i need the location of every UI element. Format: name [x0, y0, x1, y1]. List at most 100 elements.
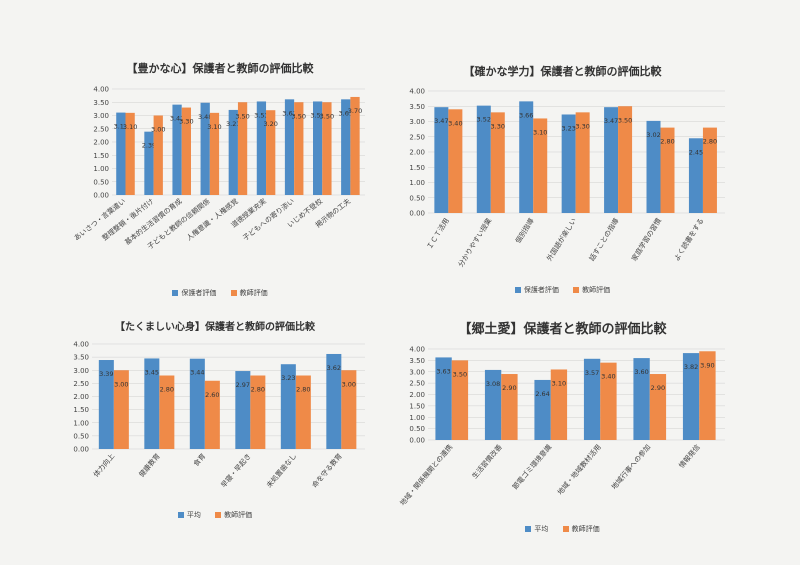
- legend-label: 教師評価: [582, 286, 611, 294]
- value-label: 3.66: [519, 111, 533, 119]
- legend-item-average: 平均: [177, 510, 201, 520]
- category-label: 地域行事への参加: [609, 443, 652, 492]
- value-label: 3.52: [477, 116, 491, 124]
- value-label: 3.10: [552, 379, 566, 387]
- bar-parent: [200, 102, 210, 195]
- y-tick-label: 0.50: [409, 425, 425, 433]
- bar-chart-kyodoai: 0.00 0.50 1.00 1.50 2.00 2.50 3.00 3.50 4.00 3.63…: [398, 346, 725, 508]
- bar-parent: [172, 104, 182, 195]
- value-label: 3.50: [292, 112, 306, 120]
- bar-teacher: [159, 375, 175, 449]
- legend-item-parent: 保護者評価: [514, 285, 559, 295]
- value-label: 3.23: [281, 374, 295, 382]
- value-label: 3.61: [282, 109, 296, 117]
- bar-teacher: [451, 360, 469, 440]
- legend-label: 平均: [186, 511, 201, 519]
- value-label: 3.47: [604, 117, 618, 125]
- chart-legend: 平均 教師評価: [60, 510, 370, 520]
- bar-teacher: [322, 102, 332, 195]
- value-label: 3.50: [618, 116, 632, 124]
- value-label: 3.21: [226, 120, 240, 128]
- y-tick-label: 2.50: [93, 125, 109, 133]
- legend-label: 教師評価: [239, 289, 268, 297]
- bar-chart-takumashii-shinshin: 0.00 0.50 1.00 1.50 2.00 2.50 3.00 3.50 4.00 3.39…: [73, 341, 365, 489]
- legend-item-teacher: 教師評価: [562, 524, 600, 534]
- y-tick-label: 1.00: [73, 419, 89, 427]
- value-label: 3.47: [434, 117, 448, 125]
- y-tick-label: 3.50: [73, 354, 89, 362]
- value-label: 3.11: [114, 123, 128, 131]
- y-tick-label: 2.00: [409, 149, 425, 157]
- bar-teacher: [649, 374, 667, 440]
- category-label: 個別指導: [513, 216, 535, 245]
- value-label: 3.23: [561, 124, 575, 132]
- y-tick-label: 3.50: [409, 103, 425, 111]
- value-label: 3.08: [486, 380, 500, 388]
- value-label: 3.50: [235, 112, 249, 120]
- bar-parent: [534, 379, 551, 440]
- y-tick-label: 3.50: [409, 357, 425, 365]
- value-label: 2.80: [296, 386, 310, 394]
- bar-parent: [583, 358, 601, 440]
- value-label: 3.70: [348, 107, 362, 115]
- bar-teacher: [209, 112, 220, 195]
- y-tick-label: 2.00: [409, 391, 425, 399]
- chart-legend: 保護者評価 教師評価: [395, 285, 730, 295]
- y-tick-label: 0.00: [93, 192, 109, 200]
- value-label: 3.10: [207, 123, 221, 131]
- bar-teacher: [575, 112, 590, 213]
- value-label: 3.90: [700, 361, 714, 369]
- y-tick-label: 2.00: [73, 393, 89, 401]
- bar-teacher: [702, 127, 717, 213]
- value-label: 3.50: [453, 370, 467, 378]
- y-tick-label: 3.00: [409, 368, 425, 376]
- bar-parent: [326, 353, 342, 449]
- legend-item-average: 平均: [525, 524, 548, 534]
- category-label: あいさつ・言葉遣い: [72, 196, 127, 242]
- legend-swatch-blue-icon: [525, 526, 532, 532]
- bar-parent: [476, 105, 491, 213]
- chart-legend: 平均 教師評価: [395, 524, 730, 534]
- y-tick-label: 3.00: [93, 112, 109, 120]
- bar-parent: [144, 131, 154, 195]
- category-label: 子どもへの寄り添い: [241, 196, 296, 242]
- category-label: 健康教育: [137, 452, 162, 479]
- value-label: 2.80: [660, 138, 674, 146]
- value-label: 2.39: [142, 142, 156, 150]
- bar-teacher: [181, 107, 191, 195]
- chart-legend: 保護者評価 教師評価: [70, 288, 370, 298]
- bar-teacher: [294, 102, 304, 195]
- bar-teacher: [600, 362, 617, 440]
- value-label: 2.64: [535, 390, 549, 398]
- legend-item-parent: 保護者評価: [172, 288, 216, 298]
- value-label: 3.50: [320, 112, 334, 120]
- bar-teacher: [699, 351, 716, 440]
- value-label: 2.80: [703, 138, 717, 146]
- category-label: ＩＣＴ活用: [425, 216, 451, 250]
- bar-teacher: [204, 380, 220, 449]
- bar-teacher: [237, 102, 248, 195]
- legend-label: 保護者評価: [523, 286, 559, 294]
- y-tick-label: 2.50: [73, 380, 89, 388]
- bar-parent: [235, 371, 251, 449]
- bar-chart-yutakana-kokoro: 0.00 0.50 1.00 1.50 2.00 2.50 3.00 3.50 4.00 3.11…: [72, 86, 365, 251]
- y-tick-label: 4.00: [73, 341, 89, 349]
- value-label: 3.82: [684, 363, 698, 371]
- bar-parent: [98, 360, 114, 449]
- legend-item-teacher: 教師評価: [230, 288, 268, 298]
- legend-label: 教師評価: [571, 525, 600, 533]
- chart-title: 【郷土愛】保護者と教師の評価比較: [458, 322, 667, 337]
- value-label: 3.48: [198, 113, 212, 121]
- legend-item-teacher: 教師評価: [215, 510, 252, 520]
- value-label: 2.80: [251, 386, 265, 394]
- y-tick-label: 0.00: [73, 446, 89, 454]
- category-label: 地域・関係機関との連携: [398, 443, 454, 508]
- legend-swatch-blue-icon: [172, 290, 179, 296]
- chart-panel-takumashii-shinshin: 【たくましい心身】保護者と教師の評価比較 0.00 0.50 1.00 1.50 2.0…: [60, 312, 370, 527]
- value-label: 3.30: [179, 118, 193, 126]
- bar-parent: [144, 358, 160, 449]
- y-tick-label: 0.00: [409, 437, 425, 445]
- category-label: 家庭学習の習慣: [629, 216, 663, 262]
- legend-swatch-orange-icon: [573, 287, 580, 293]
